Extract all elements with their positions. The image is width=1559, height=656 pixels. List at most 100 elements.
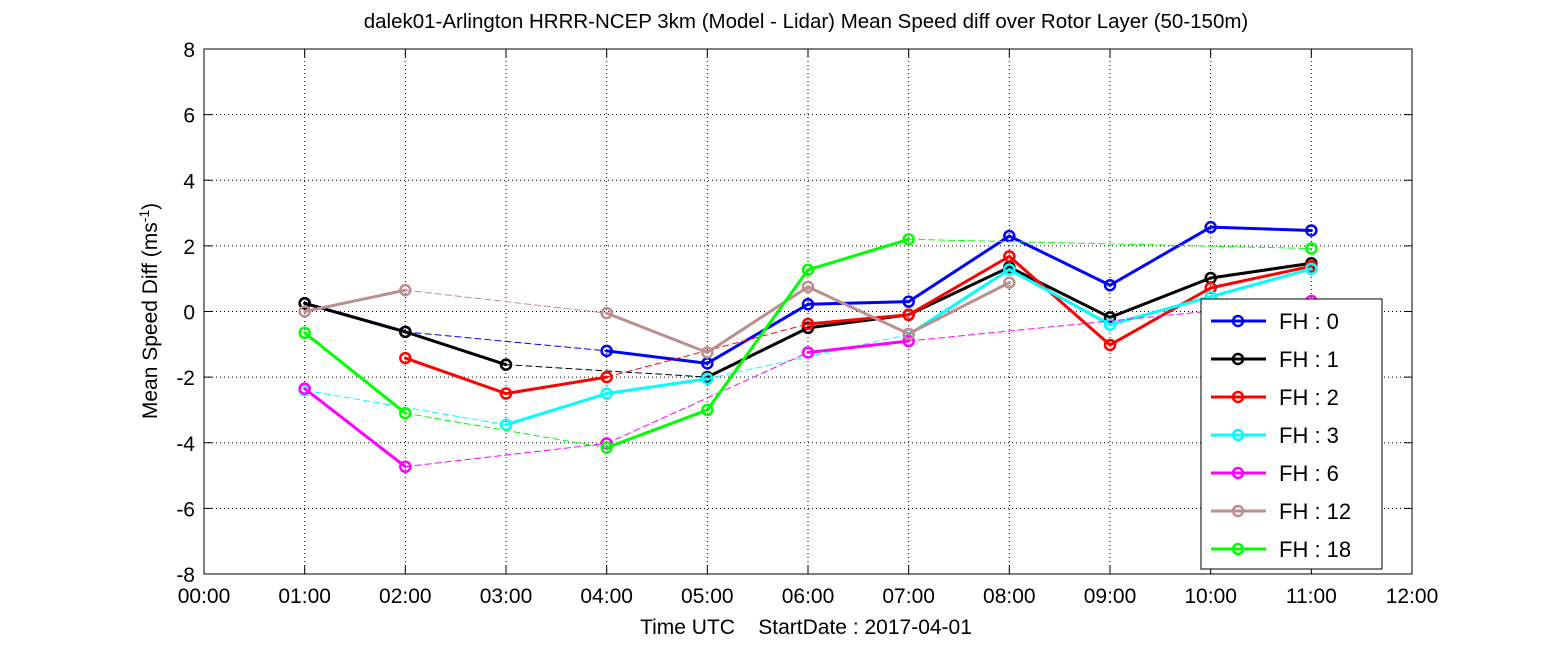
series-gap-segment <box>404 331 608 352</box>
series-line-segment <box>605 349 709 365</box>
data-point <box>1204 220 1217 234</box>
legend-swatch-marker <box>1231 352 1245 366</box>
legend-swatch-marker <box>1231 466 1245 480</box>
series-line-segment <box>1007 265 1112 319</box>
y-tick-label: -4 <box>176 433 195 456</box>
series-line-segment <box>504 392 609 427</box>
data-point <box>1305 242 1318 255</box>
data-point <box>298 326 311 340</box>
series-line-segment <box>403 330 508 367</box>
legend-swatch-marker <box>1231 504 1245 518</box>
legend-item: FH : 3 <box>1211 423 1339 448</box>
x-tick-label: 00:00 <box>178 585 231 608</box>
data-point <box>701 403 714 417</box>
x-tick-label: 12:00 <box>1386 585 1439 608</box>
series-line-segment <box>605 408 709 450</box>
data-point <box>701 346 714 359</box>
series-line-segment <box>1209 225 1313 232</box>
data-point <box>902 327 915 341</box>
data-point <box>801 298 815 311</box>
data-point <box>499 387 513 400</box>
data-point <box>801 317 815 331</box>
x-tick-label: 07:00 <box>882 585 935 608</box>
series-line-segment <box>403 356 508 396</box>
series-line-segment <box>303 331 407 415</box>
data-point <box>600 370 613 384</box>
series-line-segment <box>1007 268 1112 327</box>
x-tick-label: 09:00 <box>1084 585 1137 608</box>
legend-item: FH : 1 <box>1211 347 1339 372</box>
data-point <box>1305 262 1318 276</box>
legend-item: FH : 2 <box>1211 385 1339 410</box>
legend-item: FH : 6 <box>1211 461 1339 486</box>
data-point <box>1305 224 1318 237</box>
data-point <box>902 308 915 322</box>
series-line-segment <box>907 234 1011 304</box>
data-point <box>399 351 412 365</box>
data-point <box>600 387 613 400</box>
legend-label: FH : 1 <box>1279 347 1339 372</box>
data-point <box>902 334 915 348</box>
data-point <box>600 344 613 358</box>
y-axis-label-close: ) <box>139 203 162 210</box>
data-point <box>801 263 815 277</box>
legend-swatch-marker <box>1231 542 1245 556</box>
series-6 <box>298 233 1318 454</box>
data-point <box>701 372 714 386</box>
data-point <box>801 280 815 294</box>
series-gap-segment <box>606 352 809 444</box>
series-line-segment <box>1209 264 1313 290</box>
series-line-segment <box>705 326 810 379</box>
legend-item: FH : 12 <box>1211 499 1351 524</box>
y-axis-label: Mean Speed Diff (ms-1) <box>136 203 162 419</box>
series-line-segment <box>705 268 810 412</box>
legend-swatch-marker <box>1231 314 1245 328</box>
legend-label: FH : 18 <box>1279 537 1351 562</box>
y-tick-label: 8 <box>183 39 195 62</box>
y-tick-label: 0 <box>183 302 195 325</box>
series-2 <box>399 250 1318 400</box>
x-tick-label: 04:00 <box>580 585 633 608</box>
series-line-segment <box>806 237 911 272</box>
x-tick-label: 08:00 <box>983 585 1036 608</box>
series-gap-segment <box>908 238 1312 249</box>
legend-swatch-marker <box>1231 390 1245 404</box>
data-point <box>1103 338 1117 352</box>
data-point <box>298 305 311 318</box>
data-point <box>902 295 915 308</box>
x-tick-label: 05:00 <box>681 585 734 608</box>
data-point <box>1103 311 1117 324</box>
series-line-segment <box>806 300 911 306</box>
legend-label: FH : 0 <box>1279 309 1339 334</box>
data-point <box>399 406 412 420</box>
series-line-segment <box>907 281 1011 336</box>
series-5 <box>298 276 1016 359</box>
data-point <box>499 358 513 371</box>
data-point <box>1003 276 1016 289</box>
data-point <box>298 382 311 395</box>
series-line-segment <box>806 313 911 326</box>
series-line-segment <box>806 339 911 355</box>
y-tick-label: 2 <box>183 236 195 259</box>
y-axis-label-exponent: -1 <box>136 210 152 223</box>
x-tick-label: 11:00 <box>1286 585 1337 608</box>
legend-swatch-marker <box>1231 428 1245 442</box>
x-tick-label: 10:00 <box>1184 585 1237 608</box>
series-line-segment <box>1007 254 1112 347</box>
series-line-segment <box>1108 225 1213 287</box>
x-tick-label: 06:00 <box>782 585 835 608</box>
data-point <box>298 297 311 310</box>
data-point <box>399 325 412 339</box>
series-line-segment <box>1108 295 1213 327</box>
legend-label: FH : 3 <box>1279 423 1339 448</box>
series-line-segment <box>705 302 810 365</box>
y-tick-label: -6 <box>176 498 195 521</box>
chart-title: dalek01-Arlington HRRR-NCEP 3km (Model -… <box>364 10 1249 33</box>
series-line-segment <box>1007 234 1112 287</box>
y-tick-label: -8 <box>176 564 195 587</box>
series-3 <box>298 262 1318 431</box>
y-tick-label: 4 <box>183 170 195 193</box>
y-axis-label-main: Mean Speed Diff (ms <box>139 222 162 419</box>
series-gap-segment <box>606 323 809 378</box>
